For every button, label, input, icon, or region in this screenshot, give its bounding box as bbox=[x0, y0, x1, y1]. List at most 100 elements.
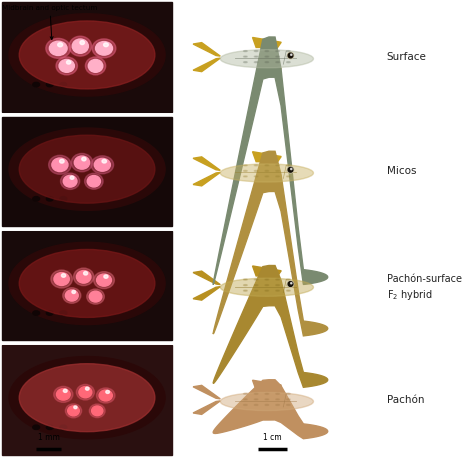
Ellipse shape bbox=[255, 165, 258, 166]
Text: Midbrain and optic tectum: Midbrain and optic tectum bbox=[2, 5, 98, 40]
Ellipse shape bbox=[9, 14, 165, 96]
Ellipse shape bbox=[33, 82, 39, 87]
Ellipse shape bbox=[69, 36, 91, 56]
Ellipse shape bbox=[63, 288, 81, 303]
Ellipse shape bbox=[244, 279, 247, 280]
Ellipse shape bbox=[220, 50, 313, 68]
Polygon shape bbox=[253, 152, 281, 162]
Ellipse shape bbox=[255, 170, 258, 171]
Ellipse shape bbox=[33, 311, 39, 315]
Ellipse shape bbox=[102, 159, 107, 163]
Polygon shape bbox=[264, 292, 281, 302]
Ellipse shape bbox=[59, 59, 74, 72]
Ellipse shape bbox=[265, 290, 269, 291]
Ellipse shape bbox=[60, 159, 64, 163]
Ellipse shape bbox=[19, 250, 155, 318]
Ellipse shape bbox=[287, 53, 293, 58]
Ellipse shape bbox=[276, 56, 279, 57]
Ellipse shape bbox=[265, 170, 269, 171]
Ellipse shape bbox=[276, 165, 279, 166]
Ellipse shape bbox=[265, 62, 269, 63]
Ellipse shape bbox=[104, 275, 108, 278]
Ellipse shape bbox=[255, 176, 258, 177]
Ellipse shape bbox=[91, 406, 103, 416]
Ellipse shape bbox=[60, 82, 67, 87]
Ellipse shape bbox=[68, 406, 79, 416]
Ellipse shape bbox=[265, 393, 269, 394]
Ellipse shape bbox=[265, 399, 269, 400]
Polygon shape bbox=[253, 37, 281, 48]
Ellipse shape bbox=[255, 399, 258, 400]
Ellipse shape bbox=[244, 285, 247, 286]
Ellipse shape bbox=[89, 404, 105, 418]
Ellipse shape bbox=[220, 278, 313, 296]
Polygon shape bbox=[264, 64, 281, 74]
Ellipse shape bbox=[52, 158, 68, 171]
Ellipse shape bbox=[255, 393, 258, 394]
Ellipse shape bbox=[80, 41, 84, 45]
Ellipse shape bbox=[49, 155, 71, 174]
Text: $\mathregular{F_2}$ hybrid: $\mathregular{F_2}$ hybrid bbox=[387, 288, 432, 302]
Ellipse shape bbox=[287, 290, 290, 291]
Ellipse shape bbox=[49, 41, 67, 55]
Ellipse shape bbox=[46, 425, 53, 430]
Ellipse shape bbox=[56, 389, 70, 400]
Ellipse shape bbox=[287, 51, 290, 52]
Ellipse shape bbox=[60, 425, 67, 430]
Ellipse shape bbox=[276, 290, 279, 291]
Ellipse shape bbox=[9, 128, 165, 210]
Ellipse shape bbox=[60, 197, 67, 201]
Ellipse shape bbox=[76, 384, 94, 400]
Ellipse shape bbox=[74, 406, 77, 409]
Polygon shape bbox=[213, 37, 328, 285]
Polygon shape bbox=[264, 178, 281, 188]
Ellipse shape bbox=[96, 42, 112, 55]
Ellipse shape bbox=[54, 387, 73, 402]
Text: Surface: Surface bbox=[387, 52, 427, 62]
Ellipse shape bbox=[265, 404, 269, 405]
Ellipse shape bbox=[61, 173, 80, 190]
Ellipse shape bbox=[287, 404, 290, 405]
Ellipse shape bbox=[255, 56, 258, 57]
Ellipse shape bbox=[62, 274, 66, 277]
Ellipse shape bbox=[276, 285, 279, 286]
Ellipse shape bbox=[97, 388, 115, 403]
Ellipse shape bbox=[265, 176, 269, 177]
Ellipse shape bbox=[9, 356, 165, 439]
Ellipse shape bbox=[84, 173, 103, 189]
Text: 1 mm: 1 mm bbox=[37, 433, 60, 442]
Ellipse shape bbox=[88, 59, 103, 72]
Ellipse shape bbox=[244, 165, 247, 166]
Ellipse shape bbox=[287, 393, 290, 394]
Polygon shape bbox=[193, 385, 220, 399]
Ellipse shape bbox=[288, 53, 293, 58]
Ellipse shape bbox=[244, 399, 247, 400]
Ellipse shape bbox=[287, 165, 290, 166]
Ellipse shape bbox=[106, 390, 109, 393]
Polygon shape bbox=[264, 407, 281, 416]
Polygon shape bbox=[253, 380, 281, 390]
Text: Pachón: Pachón bbox=[387, 395, 424, 405]
Ellipse shape bbox=[255, 285, 258, 286]
Ellipse shape bbox=[70, 176, 74, 179]
Text: Micos: Micos bbox=[387, 166, 416, 176]
Ellipse shape bbox=[76, 271, 91, 283]
Bar bbox=[2, 231, 172, 340]
Bar bbox=[2, 345, 172, 455]
Ellipse shape bbox=[33, 425, 39, 430]
Ellipse shape bbox=[287, 56, 290, 57]
Ellipse shape bbox=[276, 399, 279, 400]
Ellipse shape bbox=[65, 404, 82, 418]
Ellipse shape bbox=[244, 393, 247, 394]
Ellipse shape bbox=[255, 279, 258, 280]
Text: Pachón-surface: Pachón-surface bbox=[387, 274, 462, 284]
Ellipse shape bbox=[51, 270, 73, 288]
Ellipse shape bbox=[276, 393, 279, 394]
Ellipse shape bbox=[19, 135, 155, 203]
Ellipse shape bbox=[97, 274, 111, 286]
Ellipse shape bbox=[265, 51, 269, 52]
Polygon shape bbox=[213, 266, 328, 387]
Ellipse shape bbox=[94, 159, 110, 171]
Bar bbox=[2, 117, 172, 226]
Ellipse shape bbox=[85, 387, 89, 390]
